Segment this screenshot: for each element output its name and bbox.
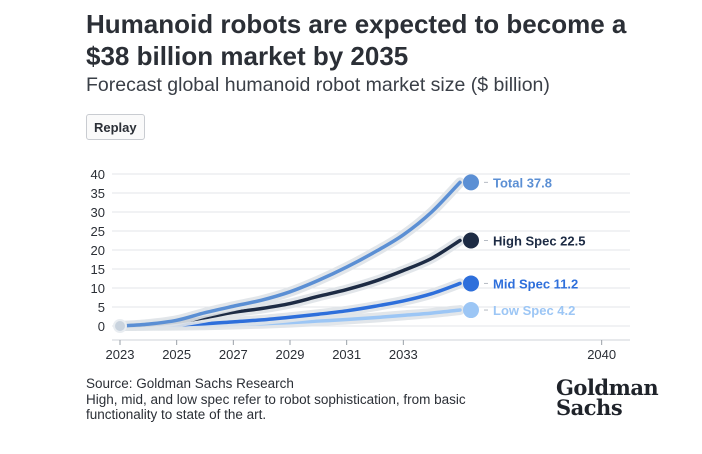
series-label-mid-spec: Mid Spec 11.2 (493, 276, 578, 291)
y-axis: 0 5 10 15 20 25 30 35 40 (91, 167, 105, 334)
y-tick-label: 20 (91, 243, 105, 258)
y-tick-label: 35 (91, 186, 105, 201)
y-tick-label: 30 (91, 205, 105, 220)
y-tick-label: 40 (91, 167, 105, 182)
x-tick-label: 2027 (219, 347, 248, 362)
y-tick-label: 15 (91, 262, 105, 277)
footnote: High, mid, and low spec refer to robot s… (86, 392, 466, 422)
end-marker-total (463, 174, 479, 191)
x-tick-label: 2023 (106, 347, 135, 362)
y-tick-label: 10 (91, 281, 105, 296)
series-labels: Total 37.8 High Spec 22.5 Mid Spec 11.2 Low… (463, 174, 585, 319)
x-axis: 2023 2025 2027 2029 2031 2033 2040 (106, 339, 630, 362)
source-note: Source: Goldman Sachs Research (86, 376, 294, 391)
series-line-total (118, 180, 462, 328)
chart-series (113, 177, 465, 333)
y-tick-label: 5 (98, 300, 105, 315)
series-label-low-spec: Low Spec 4.2 (493, 303, 575, 318)
x-tick-label: 2025 (162, 347, 191, 362)
y-tick-label: 0 (98, 319, 105, 334)
goldman-sachs-logo: Goldman Sachs (556, 375, 659, 420)
logo-line-2: Sachs (556, 395, 623, 420)
start-point-marker (113, 319, 127, 333)
end-marker-high-spec (463, 232, 479, 249)
series-label-high-spec: High Spec 22.5 (493, 234, 585, 249)
x-tick-label: 2029 (276, 347, 305, 362)
chart-subtitle: Forecast global humanoid robot market si… (86, 74, 550, 96)
y-tick-label: 25 (91, 224, 105, 239)
logo-line-1: Goldman (556, 375, 659, 400)
end-marker-low-spec (463, 302, 479, 319)
replay-button[interactable]: Replay (86, 114, 145, 140)
x-tick-label: 2033 (389, 347, 418, 362)
chart-title: Humanoid robots are expected to become a… (86, 9, 627, 71)
end-marker-mid-spec (463, 275, 479, 292)
x-tick-label: 2031 (332, 347, 361, 362)
x-tick-label: 2040 (587, 347, 616, 362)
series-label-total: Total 37.8 (493, 175, 552, 190)
